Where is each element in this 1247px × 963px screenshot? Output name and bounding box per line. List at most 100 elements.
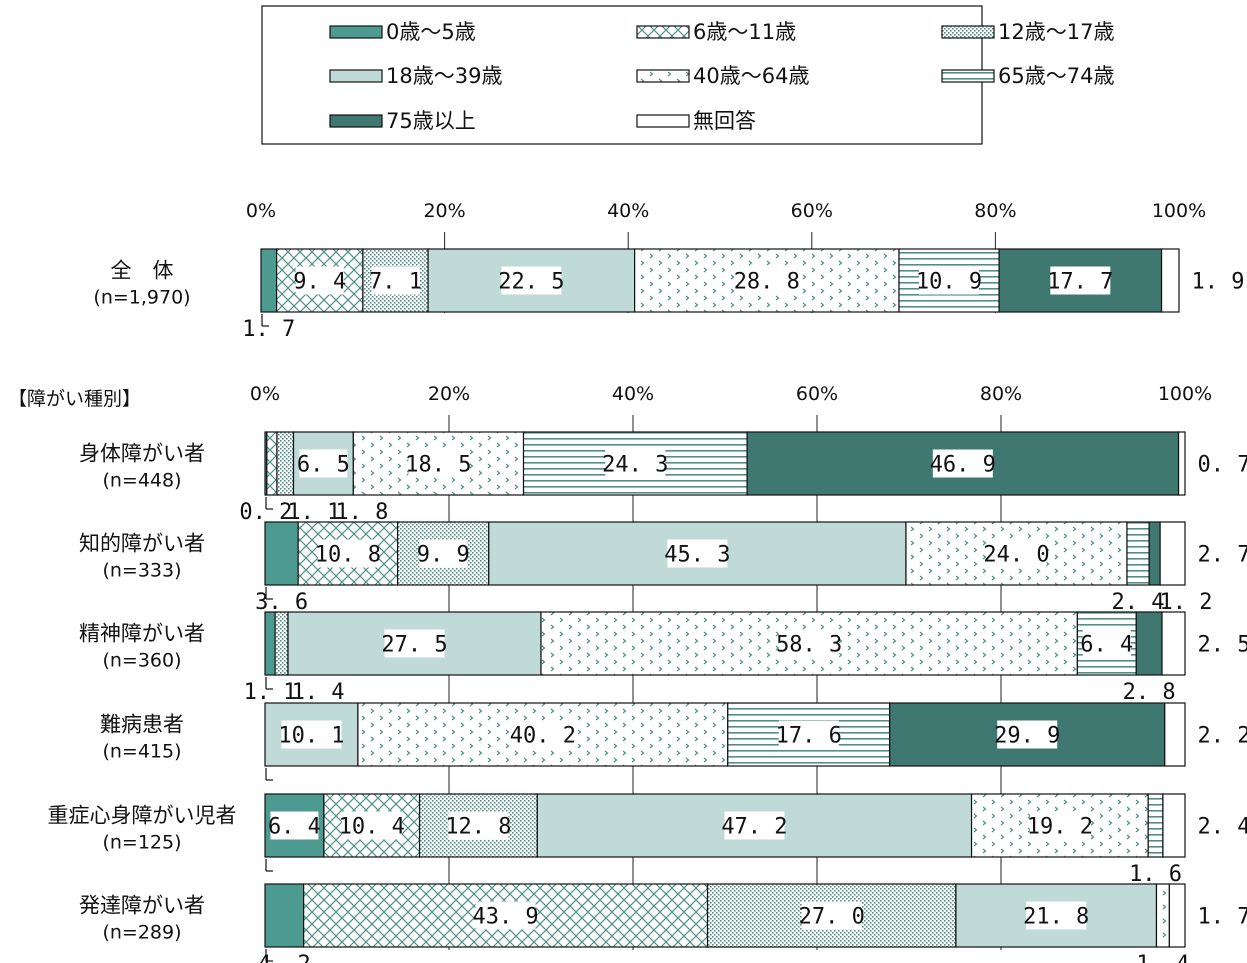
bar-segment — [1159, 521, 1186, 586]
category-label: 身体障がい者 — [79, 442, 205, 466]
legend-swatch — [636, 25, 690, 39]
x-tick-label: 0% — [250, 383, 280, 405]
legend-label: 40歳～64歳 — [693, 64, 809, 88]
data-label: 46. 9 — [930, 453, 996, 478]
x-tick-label: 20% — [428, 383, 470, 405]
bar-segment — [1164, 702, 1186, 767]
bar-segment — [1126, 521, 1150, 586]
data-label-bg — [270, 811, 319, 840]
data-label: 2. 4 — [1112, 590, 1165, 615]
data-label: 9. 9 — [417, 543, 470, 568]
data-label-bg — [919, 266, 980, 295]
category-label: 精神障がい者 — [79, 622, 205, 646]
data-label-bg — [501, 266, 562, 295]
bar-segment — [1177, 431, 1186, 496]
bar-segment — [264, 521, 299, 586]
data-label-bg — [448, 811, 509, 840]
data-label-bg — [801, 901, 862, 930]
data-label-bg — [1050, 266, 1111, 295]
bars: 全 体 (n=1,970) 9. 4 7. 1 22. 5 28. 8 10. 9 17. 7… — [48, 248, 1247, 963]
data-label: 1. 4 — [292, 680, 345, 705]
legend-swatch — [329, 25, 383, 39]
data-label: 2. 8 — [1123, 680, 1176, 705]
legend-swatch — [636, 114, 690, 128]
x-tick-label: 100% — [1158, 383, 1212, 405]
bar-segment — [260, 248, 278, 313]
legend-label: 18歳～39歳 — [386, 64, 502, 88]
data-label: 27. 5 — [381, 633, 447, 658]
legend-swatch — [941, 69, 995, 83]
data-label-bg — [317, 539, 378, 568]
data-label: 1. 8 — [335, 500, 388, 525]
data-label: 12. 8 — [445, 815, 511, 840]
data-label: 6. 4 — [268, 815, 321, 840]
bar-segment — [274, 611, 289, 676]
category-n: (n=333) — [102, 560, 181, 582]
data-label-bg — [724, 811, 785, 840]
bar-segment — [1162, 793, 1186, 858]
data-label: 2. 2 — [1198, 724, 1247, 749]
data-label: 43. 9 — [472, 905, 538, 930]
data-label: 17. 7 — [1047, 270, 1113, 295]
x-tick-label: 100% — [1152, 200, 1206, 222]
x-tick-label: 20% — [423, 200, 465, 222]
data-label-bg — [736, 266, 797, 295]
legend-swatch — [329, 114, 383, 128]
legend-label: 6歳～11歳 — [693, 20, 796, 44]
data-label: 1. 4 — [1136, 952, 1189, 963]
data-label: 0. 7 — [1198, 453, 1247, 478]
data-label: 4. 2 — [258, 952, 311, 963]
x-tick-label: 80% — [974, 200, 1016, 222]
data-label-bg — [997, 720, 1058, 749]
category-label: 発達障がい者 — [79, 894, 205, 918]
bar-segment — [1155, 883, 1170, 948]
axes: 0% 20% 40% 60% 80% 100% 0% 20% 40% 60% 80% 100% — [246, 200, 1212, 950]
data-label: 21. 8 — [1023, 905, 1089, 930]
data-label-bg — [778, 720, 839, 749]
data-label: 1. 2 — [1160, 590, 1213, 615]
data-label: 3. 6 — [255, 590, 308, 615]
data-label-bg — [1029, 811, 1090, 840]
data-label: 7. 1 — [369, 270, 422, 295]
bar-segment — [1160, 248, 1180, 313]
bar-segment — [264, 611, 276, 676]
data-label-bg — [605, 449, 666, 478]
bar-segment — [264, 883, 305, 948]
bar-segment — [1148, 521, 1161, 586]
legend-swatch — [941, 25, 995, 39]
bar-segment — [276, 431, 295, 496]
bar-segment — [1147, 793, 1164, 858]
data-label-bg — [1026, 901, 1087, 930]
data-label: 1. 7 — [242, 317, 295, 342]
legend: 0歳～5歳 6歳～11歳 12歳～17歳 18歳～39歳 40歳～64歳 65歳～74歳 7… — [261, 5, 1114, 145]
data-label: 58. 3 — [776, 633, 842, 658]
data-label: 22. 5 — [498, 270, 564, 295]
legend-label: 65歳～74歳 — [998, 64, 1114, 88]
x-tick-label: 60% — [796, 383, 838, 405]
section-label: 【障がい種別】 — [8, 388, 141, 410]
bar-segment — [905, 521, 1128, 586]
data-label: 6. 5 — [297, 453, 350, 478]
data-label: 2. 4 — [1198, 815, 1247, 840]
category-label: 全 体 — [111, 259, 174, 283]
data-label: 45. 3 — [664, 543, 730, 568]
data-label-bg — [384, 629, 445, 658]
data-label-bg — [512, 720, 573, 749]
category-n: (n=289) — [102, 922, 181, 944]
data-label: 40. 2 — [510, 724, 576, 749]
data-label: 24. 3 — [602, 453, 668, 478]
data-label: 29. 9 — [994, 724, 1060, 749]
data-label-bg — [1082, 629, 1131, 658]
legend-label: 75歳以上 — [386, 109, 476, 133]
data-label-bg — [419, 539, 468, 568]
legend-swatch — [329, 69, 383, 83]
x-tick-label: 40% — [607, 200, 649, 222]
bar-segment — [1135, 611, 1163, 676]
data-label-bg — [281, 720, 342, 749]
legend-label: 無回答 — [693, 109, 756, 133]
legend-swatch — [636, 69, 690, 83]
category-n: (n=415) — [102, 741, 181, 763]
data-label-bg — [779, 629, 840, 658]
data-label: 1. 1 — [244, 680, 297, 705]
